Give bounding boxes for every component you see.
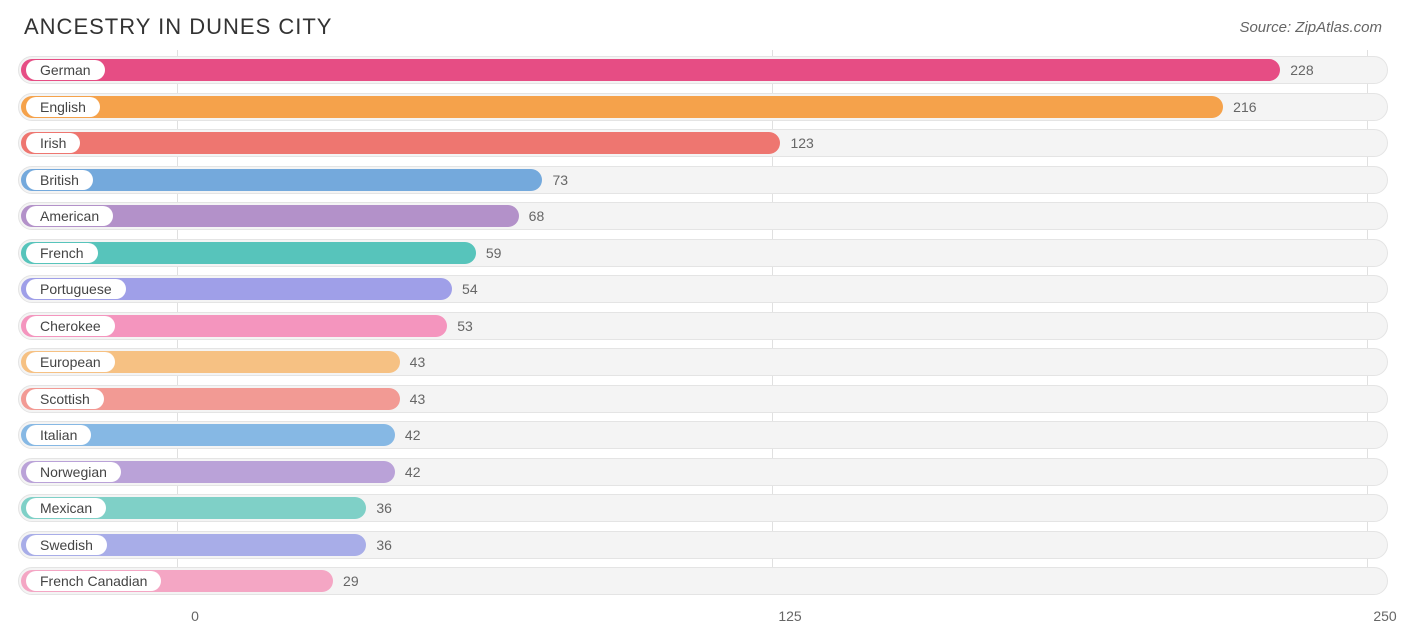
- bar-value: 59: [486, 245, 502, 261]
- bar-value: 36: [376, 500, 392, 516]
- bar-value: 228: [1290, 62, 1313, 78]
- bar-label-pill: Norwegian: [26, 462, 121, 482]
- bar-row: Portuguese 54: [18, 275, 1388, 303]
- bar-fill: [21, 169, 542, 191]
- bar-value: 29: [343, 573, 359, 589]
- bar-value: 53: [457, 318, 473, 334]
- bar-row: European 43: [18, 348, 1388, 376]
- bar-label-pill: French: [26, 243, 98, 263]
- x-axis: 0125250: [18, 604, 1388, 628]
- x-axis-tick: 250: [1373, 608, 1396, 624]
- chart-header: ANCESTRY IN DUNES CITY Source: ZipAtlas.…: [0, 0, 1406, 50]
- bar-value: 36: [376, 537, 392, 553]
- bar-label-pill: European: [26, 352, 115, 372]
- chart-title: ANCESTRY IN DUNES CITY: [24, 14, 332, 40]
- x-axis-tick: 125: [778, 608, 801, 624]
- bar-row: Swedish 36: [18, 531, 1388, 559]
- bar-value: 54: [462, 281, 478, 297]
- bar-row: German 228: [18, 56, 1388, 84]
- bar-row: Irish 123: [18, 129, 1388, 157]
- bar-fill: [21, 96, 1223, 118]
- bar-row: English 216: [18, 93, 1388, 121]
- bar-row: French 59: [18, 239, 1388, 267]
- bar-label-pill: Cherokee: [26, 316, 115, 336]
- bar-label-pill: American: [26, 206, 113, 226]
- bar-value: 43: [410, 391, 426, 407]
- bar-label-pill: Italian: [26, 425, 91, 445]
- bar-value: 216: [1233, 99, 1256, 115]
- bar-label-pill: French Canadian: [26, 571, 161, 591]
- bar-row: Scottish 43: [18, 385, 1388, 413]
- bar-value: 42: [405, 464, 421, 480]
- bar-label-pill: Portuguese: [26, 279, 126, 299]
- bar-fill: [21, 132, 780, 154]
- bars-container: German 228 English 216 Irish 123 British 73 Amer…: [18, 56, 1388, 595]
- bar-label-pill: Scottish: [26, 389, 104, 409]
- bar-value: 43: [410, 354, 426, 370]
- bar-label-pill: English: [26, 97, 100, 117]
- bar-label-pill: British: [26, 170, 93, 190]
- bar-value: 73: [552, 172, 568, 188]
- chart-source: Source: ZipAtlas.com: [1239, 19, 1382, 36]
- bar-row: Italian 42: [18, 421, 1388, 449]
- bar-value: 123: [790, 135, 813, 151]
- bar-row: Cherokee 53: [18, 312, 1388, 340]
- x-axis-tick: 0: [191, 608, 199, 624]
- bar-chart: German 228 English 216 Irish 123 British 73 Amer…: [0, 50, 1406, 595]
- bar-label-pill: Irish: [26, 133, 80, 153]
- bar-row: Norwegian 42: [18, 458, 1388, 486]
- bar-label-pill: Swedish: [26, 535, 107, 555]
- bar-label-pill: German: [26, 60, 105, 80]
- bar-row: French Canadian 29: [18, 567, 1388, 595]
- bar-value: 42: [405, 427, 421, 443]
- bar-row: Mexican 36: [18, 494, 1388, 522]
- bar-value: 68: [529, 208, 545, 224]
- bar-row: British 73: [18, 166, 1388, 194]
- bar-label-pill: Mexican: [26, 498, 106, 518]
- bar-row: American 68: [18, 202, 1388, 230]
- bar-fill: [21, 59, 1280, 81]
